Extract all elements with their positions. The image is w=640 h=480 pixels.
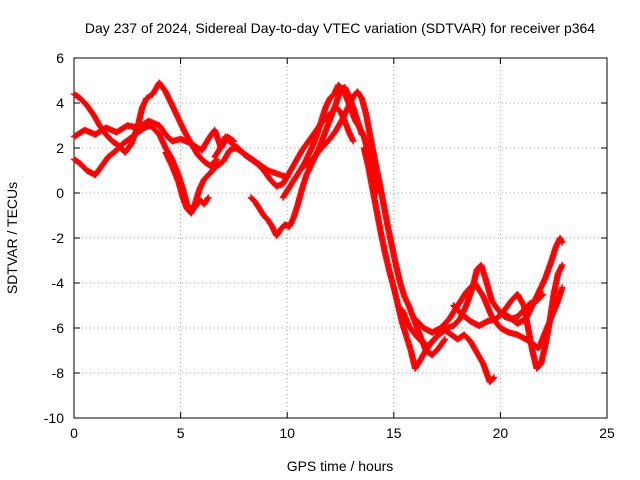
- y-tick-label: 6: [56, 50, 64, 66]
- x-axis-label: GPS time / hours: [287, 458, 394, 474]
- x-tick-label: 20: [493, 425, 509, 441]
- data-trace: [360, 144, 498, 386]
- data-points: [70, 79, 566, 386]
- x-tick-label: 15: [386, 425, 402, 441]
- y-tick-label: 4: [56, 95, 64, 111]
- x-tick-label: 10: [279, 425, 295, 441]
- data-trace: [301, 88, 449, 359]
- data-point-marker: [489, 375, 497, 382]
- y-tick-label: -4: [52, 275, 65, 291]
- data-point: [559, 261, 566, 269]
- chart-title: Day 237 of 2024, Sidereal Day-to-day VTE…: [85, 20, 595, 36]
- x-tick-label: 5: [177, 425, 185, 441]
- data-trace: [211, 104, 357, 190]
- data-point: [559, 284, 566, 291]
- y-tick-label: -8: [52, 365, 65, 381]
- y-axis-label: SDTVAR / TECUs: [4, 182, 20, 294]
- data-point-marker: [204, 195, 211, 202]
- x-tick-label: 0: [70, 425, 78, 441]
- data-trace: [450, 261, 566, 372]
- y-tick-label: 2: [56, 140, 64, 156]
- data-point: [559, 239, 566, 246]
- data-point: [205, 194, 212, 201]
- x-tick-label: 25: [599, 425, 615, 441]
- data-point: [490, 374, 498, 381]
- x-axis: 0 5 10 15 20 25: [70, 58, 615, 441]
- data-point: [350, 138, 357, 145]
- data-point-marker: [441, 337, 448, 344]
- y-tick-label: 0: [56, 185, 64, 201]
- grid-lines: [74, 58, 607, 418]
- data-point: [441, 336, 449, 343]
- y-axis: 6 4 2 0 -2 -4 -6 -8 -10: [44, 50, 607, 426]
- data-trace: [497, 234, 566, 327]
- y-tick-label: -2: [52, 230, 65, 246]
- y-tick-label: -6: [52, 320, 65, 336]
- y-tick-label: -10: [44, 410, 64, 426]
